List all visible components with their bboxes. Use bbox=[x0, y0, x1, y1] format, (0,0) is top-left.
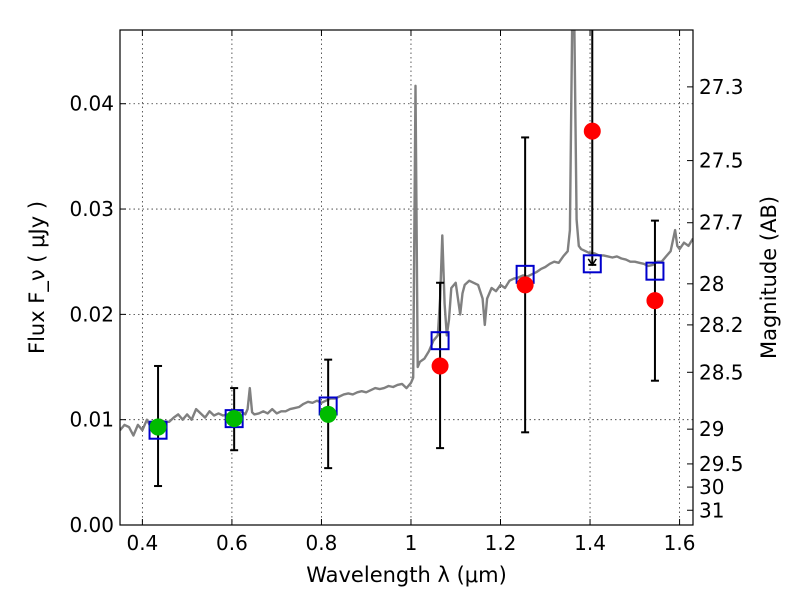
right-tick-label: 27.3 bbox=[699, 75, 744, 99]
spectrum-line bbox=[120, 30, 693, 437]
y-tick-label: 0.03 bbox=[69, 197, 114, 221]
model-square-marker bbox=[430, 331, 450, 351]
right-tick-label: 29.5 bbox=[699, 452, 744, 476]
upper-limit-arrow bbox=[587, 258, 597, 267]
observed-green-point bbox=[319, 405, 337, 423]
model-square-marker bbox=[645, 261, 665, 281]
right-tick-label: 28 bbox=[699, 272, 724, 296]
observed-green-point bbox=[225, 410, 243, 428]
x-tick-label: 1.2 bbox=[485, 531, 517, 555]
y-axis-label: Flux F_ν ( μJy ) bbox=[25, 201, 50, 354]
x-tick-label: 1.6 bbox=[664, 531, 696, 555]
marker-layer bbox=[148, 122, 665, 440]
right-tick-label: 27.5 bbox=[699, 149, 744, 173]
observed-green-point bbox=[149, 418, 167, 436]
right-tick-label: 28.2 bbox=[699, 313, 744, 337]
tick-layer: 0.4 0.6 0.8 1 1.2 1.4 1.6 0.00 0.01 0.02 0.03 0.04 2… bbox=[69, 30, 744, 555]
plot-frame bbox=[119, 29, 694, 526]
right-tick-label: 28.5 bbox=[699, 360, 744, 384]
observed-red-point bbox=[646, 292, 664, 310]
spectrum-line-layer bbox=[120, 30, 693, 437]
grid-lines bbox=[120, 30, 693, 526]
x-axis-label: Wavelength λ (μm) bbox=[306, 563, 507, 587]
x-tick-label: 1 bbox=[405, 531, 418, 555]
y-tick-label: 0.01 bbox=[69, 408, 114, 432]
model-square-marker bbox=[582, 254, 602, 274]
right-tick-label: 31 bbox=[699, 498, 724, 522]
x-tick-label: 0.6 bbox=[216, 531, 248, 555]
observed-red-point bbox=[516, 276, 534, 294]
right-axis-label: Magnitude (AB) bbox=[757, 196, 781, 359]
x-tick-label: 0.8 bbox=[306, 531, 338, 555]
x-tick-label: 0.4 bbox=[126, 531, 158, 555]
observed-red-point bbox=[431, 357, 449, 375]
right-tick-label: 30 bbox=[699, 475, 724, 499]
observed-red-point bbox=[583, 122, 601, 140]
x-tick-label: 1.4 bbox=[574, 531, 606, 555]
y-tick-label: 0.02 bbox=[69, 302, 114, 326]
y-tick-label: 0.04 bbox=[69, 92, 114, 116]
right-tick-label: 27.7 bbox=[699, 211, 744, 235]
right-tick-label: 29 bbox=[699, 417, 724, 441]
y-tick-label: 0.00 bbox=[69, 513, 114, 537]
